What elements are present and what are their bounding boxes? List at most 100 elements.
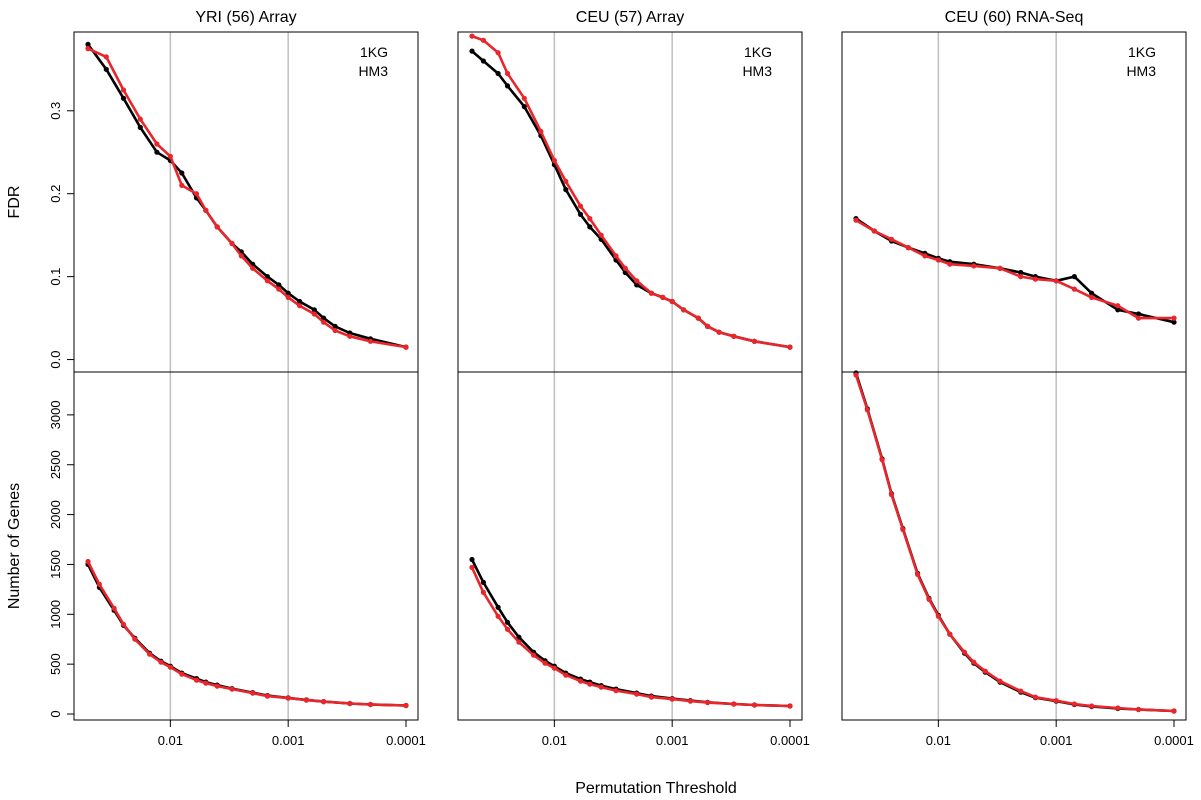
y-tick-label: 0.0 — [48, 351, 63, 369]
y-tick-label: 2000 — [48, 500, 63, 529]
yri-56-array-fdr-point-1kg — [179, 182, 185, 188]
ceu-57-array-fdr-frame — [457, 31, 803, 373]
ceu-57-array-genes-point-hm3 — [516, 634, 522, 640]
y-tick-label: 1000 — [48, 600, 63, 629]
ceu-57-array-genes-point-1kg — [731, 701, 737, 707]
yri-56-array-fdr-point-hm3 — [264, 274, 270, 280]
ceu-60-rna-seq-fdr-point-1kg — [947, 261, 953, 267]
panel-title: YRI (56) Array — [195, 9, 296, 26]
ceu-60-rna-seq-genes-point-1kg — [888, 492, 895, 498]
yri-56-array-fdr-point-1kg — [214, 224, 220, 230]
ceu-57-array-genes-point-1kg — [751, 702, 758, 708]
ceu-60-rna-seq-genes-point-1kg — [1135, 706, 1142, 713]
ceu-57-array-genes-point-1kg — [495, 613, 501, 619]
ceu-60-rna-seq-fdr-point-1kg — [1089, 294, 1095, 300]
ceu-60-rna-seq-fdr-point-hm3 — [1018, 269, 1024, 276]
yri-56-array-genes-point-1kg — [111, 605, 117, 611]
ceu-57-array-fdr-point-1kg — [634, 278, 640, 284]
ceu-57-array-genes-point-1kg — [598, 684, 604, 690]
ceu-60-rna-seq-fdr-point-1kg — [853, 217, 859, 223]
yri-56-array-fdr-point-1kg — [203, 207, 209, 213]
ceu-57-array-genes-point-1kg — [531, 652, 537, 658]
ceu-57-array-fdr-point-1kg — [613, 253, 619, 259]
yri-56-array-genes-frame — [73, 371, 419, 721]
ceu-60-rna-seq-genes-point-1kg — [1089, 703, 1095, 709]
ceu-60-rna-seq-fdr-point-1kg — [871, 228, 877, 234]
ceu-60-rna-seq-fdr-point-1kg — [1032, 276, 1038, 282]
x-tick-label: 0.001 — [1040, 733, 1073, 748]
ceu-60-rna-seq-genes-point-1kg — [971, 659, 977, 665]
ceu-57-array-genes-point-1kg — [516, 639, 522, 645]
ceu-57-array-fdr-point-1kg — [681, 307, 687, 313]
ceu-57-array-genes-point-1kg — [577, 678, 584, 684]
ceu-60-rna-seq-fdr-point-1kg — [1053, 278, 1059, 284]
ceu-57-array-fdr-point-1kg — [551, 157, 558, 164]
ceu-57-array-genes-point-hm3 — [469, 556, 475, 563]
x-tick-label: 0.0001 — [386, 733, 426, 748]
yri-56-array-fdr-point-1kg — [154, 141, 160, 147]
y-tick-label: 0.1 — [48, 268, 63, 286]
ceu-60-rna-seq-fdr-point-1kg — [1171, 315, 1177, 321]
ceu-57-array-fdr-point-hm3 — [521, 104, 527, 110]
ceu-57-array-genes-point-1kg — [469, 564, 475, 571]
yri-56-array-fdr-point-1kg — [403, 344, 409, 350]
ceu-57-array-fdr-point-1kg — [538, 128, 544, 135]
ceu-60-rna-seq-fdr-point-1kg — [905, 245, 911, 251]
ceu-57-array-fdr-point-1kg — [563, 178, 569, 184]
ceu-57-array-genes-point-1kg — [587, 681, 593, 687]
yri-56-array-genes-point-1kg — [179, 671, 185, 677]
yri-56-array-fdr-point-hm3 — [137, 124, 143, 130]
yri-56-array-genes-point-1kg — [147, 651, 153, 657]
ceu-60-rna-seq-genes-point-1kg — [879, 457, 885, 463]
ceu-60-rna-seq-genes-point-1kg — [1171, 708, 1177, 714]
ceu-60-rna-seq-fdr-frame — [841, 31, 1187, 373]
ceu-60-rna-seq-genes-point-1kg — [926, 596, 932, 602]
ceu-57-array-fdr-point-hm3 — [504, 83, 511, 89]
yri-56-array-fdr-point-hm3 — [311, 307, 317, 313]
ceu-60-rna-seq-genes-point-1kg — [915, 571, 921, 578]
yri-56-array-genes-point-1kg — [96, 581, 102, 588]
ceu-57-array-fdr-point-1kg — [716, 329, 722, 335]
ceu-57-array-genes-point-1kg — [563, 672, 569, 678]
ceu-60-rna-seq-fdr-point-1kg — [935, 257, 942, 263]
ceu-60-rna-seq-fdr-point-hm3 — [1171, 319, 1177, 325]
yri-56-array-fdr-point-1kg — [193, 191, 200, 197]
yri-56-array-fdr-point-1kg — [332, 327, 338, 334]
ceu-57-array-fdr-line-1kg — [471, 34, 791, 349]
yri-56-array-fdr-point-1kg — [103, 54, 109, 60]
ceu-60-rna-seq-fdr-point-hm3 — [1115, 307, 1121, 313]
yri-56-array-fdr-point-1kg — [297, 303, 303, 309]
ceu-60-rna-seq-genes-point-1kg — [864, 407, 871, 413]
yri-56-array-fdr-point-1kg — [250, 265, 256, 271]
yri-56-array-fdr-point-hm3 — [103, 66, 109, 72]
ceu-57-array-fdr-point-1kg — [648, 290, 655, 296]
yri-56-array-genes-point-1kg — [321, 699, 327, 705]
yri-56-array-genes-point-1kg — [347, 700, 353, 707]
legend-1kg: 1KG — [1128, 44, 1156, 60]
ceu-60-rna-seq-fdr-point-1kg — [888, 236, 895, 242]
ceu-57-array-genes-point-1kg — [787, 703, 793, 709]
yri-56-array-fdr-point-hm3 — [276, 282, 282, 288]
legend-1kg: 1KG — [360, 44, 388, 60]
yri-56-array-fdr-point-1kg — [167, 153, 173, 159]
yri-56-array-fdr-point-1kg — [285, 294, 291, 300]
ceu-60-rna-seq-genes-point-1kg — [853, 372, 859, 378]
legend-1kg: 1KG — [744, 44, 772, 60]
ceu-57-array-fdr-point-1kg — [751, 338, 758, 344]
ceu-57-array-genes-frame — [457, 371, 803, 721]
yri-56-array-fdr-point-hm3 — [297, 298, 303, 305]
panel-title: CEU (60) RNA-Seq — [945, 9, 1084, 26]
x-tick-label: 0.0001 — [770, 733, 810, 748]
ceu-57-array-fdr-point-hm3 — [469, 48, 475, 54]
y-tick-label: 1500 — [48, 550, 63, 579]
yri-56-array-fdr-point-1kg — [85, 46, 91, 52]
yri-56-array-genes-point-1kg — [132, 636, 138, 642]
ceu-57-array-fdr-point-1kg — [504, 70, 511, 77]
yri-56-array-fdr-point-hm3 — [179, 170, 185, 176]
ceu-60-rna-seq-genes-point-1kg — [900, 526, 906, 533]
ceu-57-array-fdr-point-1kg — [521, 95, 527, 101]
ceu-60-rna-seq-genes-point-1kg — [1053, 698, 1059, 704]
ceu-57-array-fdr-point-1kg — [695, 315, 701, 321]
y-tick-label: 2500 — [48, 450, 63, 479]
